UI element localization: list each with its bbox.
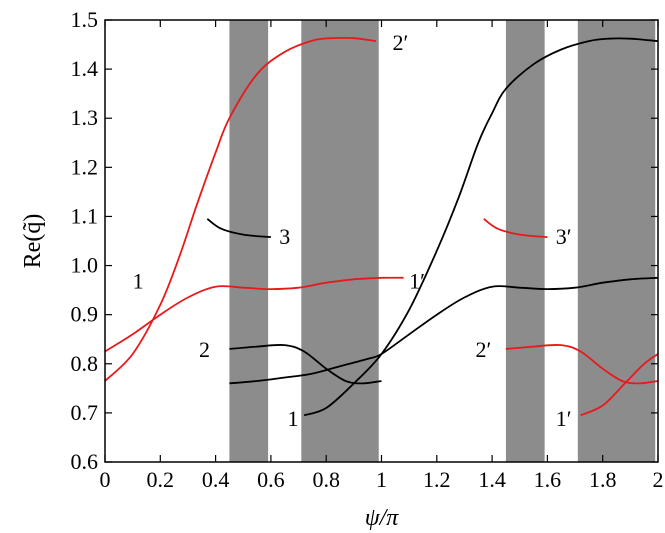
y-tick-label: 1.4: [71, 56, 99, 81]
shaded-bands: [229, 20, 656, 462]
x-tick-label: 2: [653, 467, 664, 492]
curve-label: 2′: [393, 30, 409, 55]
series-line-9: [580, 353, 659, 417]
shaded-band-4: [577, 20, 656, 462]
curve-labels: 2′ 3 1 1′ 2 1 3′ 2′ 1′: [133, 30, 572, 431]
curve-label: 1: [287, 406, 298, 431]
x-tick-label: 0.6: [257, 467, 285, 492]
curve-label: 1′: [556, 406, 572, 431]
x-axis-label: ψ/π: [365, 505, 400, 531]
x-tick-label: 0.4: [202, 467, 230, 492]
x-tick-label: 0.8: [312, 467, 340, 492]
axis-ticks: [104, 19, 659, 463]
y-tick-label: 0.6: [71, 449, 99, 474]
x-tick-label: 1.4: [478, 467, 506, 492]
series-line-5: [303, 37, 659, 417]
series-line-7: [483, 218, 548, 238]
shaded-band-2: [301, 20, 379, 462]
series-line-2: [104, 276, 404, 353]
shaded-band-3: [505, 20, 545, 462]
x-tick-label: 1.6: [534, 467, 562, 492]
y-tick-label: 1.2: [71, 154, 99, 179]
y-tick-label: 0.7: [71, 400, 99, 425]
y-tick-label: 1.5: [71, 7, 99, 32]
plot-frame: [104, 19, 659, 463]
curve-label: 2: [199, 337, 210, 362]
series-line-4: [229, 343, 382, 385]
curve-label: 2′: [476, 337, 492, 362]
curve-label: 1′: [409, 268, 425, 293]
series-line-1: [104, 36, 377, 382]
x-tick-label: 0.2: [147, 467, 175, 492]
tick-labels: 0 0.2 0.4 0.6 0.8 1 1.2 1.4 1.6 1.8 2 0.6 0.7 0.8 0.9 1…: [71, 7, 664, 492]
y-axis-label: Re(q̃): [20, 214, 46, 269]
series-line-3: [206, 218, 271, 238]
series-lines: [104, 36, 659, 417]
y-tick-label: 1.3: [71, 105, 99, 130]
curve-label: 3: [279, 224, 290, 249]
x-tick-label: 1: [376, 467, 387, 492]
x-tick-label: 1.8: [589, 467, 617, 492]
series-line-6: [229, 276, 659, 385]
y-tick-label: 1.1: [71, 203, 99, 228]
curve-label: 1: [133, 268, 144, 293]
y-tick-label: 0.9: [71, 302, 99, 327]
y-tick-label: 1.0: [71, 253, 99, 278]
x-tick-label: 0: [100, 467, 111, 492]
curve-label: 3′: [556, 224, 572, 249]
series-line-8: [505, 343, 659, 385]
shaded-band-1: [229, 20, 269, 462]
x-tick-label: 1.2: [423, 467, 451, 492]
y-tick-label: 0.8: [71, 351, 99, 376]
